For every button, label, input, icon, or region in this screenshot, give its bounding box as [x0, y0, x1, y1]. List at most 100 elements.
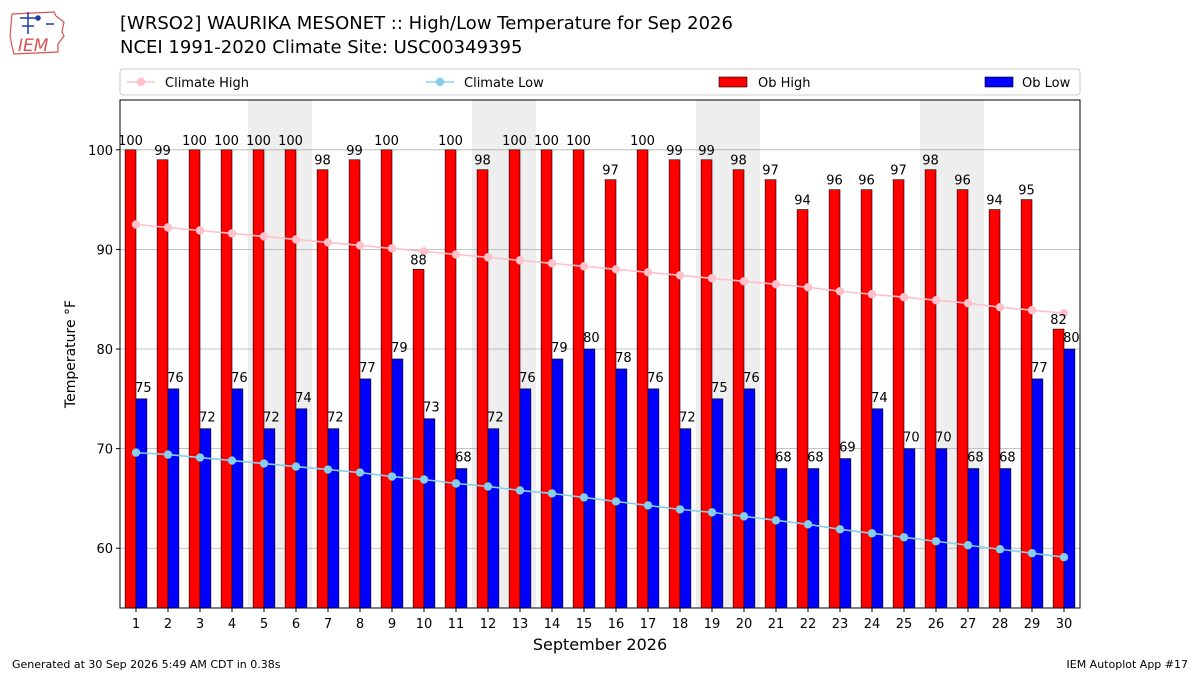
legend-ob-high-swatch: [718, 76, 748, 88]
climate-low-point: [483, 482, 493, 491]
y-tick-label: 60: [96, 542, 113, 557]
climate-high-point: [355, 241, 365, 250]
ob-high-label: 98: [730, 154, 747, 169]
ob-low-label: 68: [455, 451, 472, 466]
x-tick-label: 17: [640, 617, 657, 632]
ob-high-bar: [892, 179, 905, 609]
climate-low-point: [131, 448, 141, 457]
generated-timestamp: Generated at 30 Sep 2026 5:49 AM CDT in …: [12, 658, 281, 671]
ob-low-label: 72: [679, 411, 696, 426]
ob-low-label: 70: [903, 431, 920, 446]
climate-high-point: [643, 268, 653, 277]
climate-high-point: [387, 244, 397, 253]
climate-high-point: [611, 265, 621, 274]
ob-high-label: 95: [1018, 184, 1035, 199]
ob-low-label: 70: [935, 431, 952, 446]
x-tick-label: 14: [544, 617, 561, 632]
iem-logo: IEM: [9, 11, 65, 56]
ob-high-label: 96: [858, 174, 875, 189]
climate-low-point: [227, 456, 237, 465]
ob-high-label: 100: [278, 134, 303, 149]
ob-high-label: 99: [154, 144, 171, 159]
climate-high-point: [227, 229, 237, 238]
climate-low-point: [451, 479, 461, 488]
ob-low-bar: [1063, 348, 1076, 609]
ob-low-bar: [455, 468, 468, 609]
x-tick-label: 11: [448, 617, 465, 632]
ob-high-bar: [124, 149, 137, 609]
legend-ob-low-swatch: [984, 76, 1014, 88]
ob-low-bar: [743, 388, 756, 609]
ob-high-label: 94: [794, 194, 811, 209]
climate-low-point: [611, 497, 621, 506]
ob-high-bar: [764, 179, 777, 609]
legend-ob-low-label: Ob Low: [1022, 76, 1071, 91]
climate-low-point: [835, 525, 845, 534]
x-tick-label: 26: [928, 617, 945, 632]
ob-high-label: 100: [246, 134, 271, 149]
logo-text: IEM: [18, 36, 49, 56]
x-tick-label: 10: [416, 617, 433, 632]
y-axis-label: Temperature °F: [63, 300, 79, 409]
climate-high-point: [835, 287, 845, 296]
ob-high-bar: [444, 149, 457, 609]
climate-high-point: [451, 250, 461, 259]
climate-high-point: [803, 283, 813, 292]
y-tick-label: 80: [96, 343, 113, 358]
x-tick-label: 30: [1056, 617, 1073, 632]
ob-high-label: 100: [534, 134, 559, 149]
climate-low-point: [931, 537, 941, 546]
ob-high-label: 97: [762, 164, 779, 179]
ob-high-label: 100: [182, 134, 207, 149]
climate-low-point: [995, 545, 1005, 554]
ob-low-label: 75: [711, 381, 728, 396]
ob-high-label: 98: [314, 154, 331, 169]
climate-high-point: [131, 220, 141, 229]
climate-high-point: [195, 226, 205, 235]
climate-low-point: [771, 516, 781, 525]
ob-low-bar: [583, 348, 596, 609]
climate-high-point: [867, 290, 877, 299]
ob-low-bar: [551, 358, 564, 609]
ob-high-label: 100: [438, 134, 463, 149]
ob-low-label: 80: [583, 331, 600, 346]
x-tick-label: 5: [260, 617, 268, 632]
iowa-outline-shape: [9, 11, 65, 55]
ob-low-bar: [487, 428, 500, 609]
ob-high-label: 100: [502, 134, 527, 149]
x-tick-label: 28: [992, 617, 1009, 632]
ob-high-bar: [380, 149, 393, 609]
x-tick-label: 29: [1024, 617, 1041, 632]
x-tick-label: 4: [228, 617, 236, 632]
legend-box: [119, 68, 1081, 96]
ob-low-label: 75: [135, 381, 152, 396]
climate-high-point: [163, 223, 173, 232]
climate-low-point: [643, 501, 653, 510]
ob-high-label: 82: [1050, 313, 1067, 328]
x-tick-label: 21: [768, 617, 785, 632]
climate-low-point: [1059, 553, 1069, 562]
ob-low-label: 72: [199, 411, 216, 426]
ob-low-bar: [135, 398, 148, 609]
ob-low-bar: [327, 428, 340, 609]
climate-high-point: [1027, 305, 1037, 315]
y-tick-label: 70: [96, 443, 113, 458]
ob-high-bar: [540, 149, 553, 609]
ob-high-bar: [796, 209, 809, 609]
climate-high-point: [771, 280, 781, 289]
climate-high-point: [899, 293, 909, 302]
y-tick-label: 100: [88, 144, 113, 159]
ob-low-label: 68: [807, 451, 824, 466]
ob-low-bar: [807, 468, 820, 609]
x-tick-label: 19: [704, 617, 721, 632]
ob-low-label: 80: [1063, 331, 1080, 346]
climate-low-point: [259, 459, 269, 468]
x-tick-label: 16: [608, 617, 625, 632]
climate-high-point: [995, 302, 1005, 312]
ob-low-bar: [423, 418, 436, 609]
climate-low-point: [675, 505, 685, 514]
legend-ob-high-label: Ob High: [758, 76, 811, 91]
ob-low-bar: [231, 388, 244, 609]
ob-low-label: 74: [871, 391, 888, 406]
ob-high-bar: [188, 149, 201, 609]
